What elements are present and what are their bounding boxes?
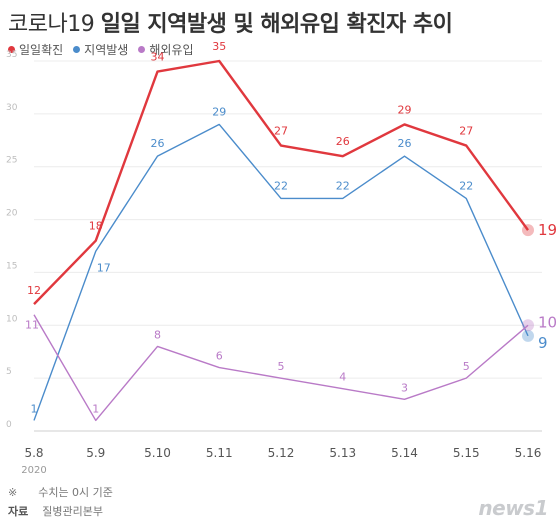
data-label: 8 <box>154 328 161 341</box>
series-line <box>33 123 529 421</box>
data-label: 1 <box>92 402 99 415</box>
data-label: 18 <box>89 220 103 233</box>
x-tick-label: 5.10 <box>144 446 171 460</box>
legend-label-daily: 일일확진 <box>19 43 64 57</box>
data-label: 11 <box>25 319 39 332</box>
x-tick-label: 5.11 <box>206 446 233 460</box>
end-point-marker <box>522 224 534 237</box>
y-tick-label: 25 <box>6 156 17 166</box>
data-label: 35 <box>212 40 226 53</box>
y-tick-label: 30 <box>6 103 18 113</box>
x-tick-label: 5.9 <box>86 446 105 460</box>
series-line <box>33 59 529 305</box>
x-tick-label: 5.8 <box>24 446 43 460</box>
x-tick-label: 5.16 <box>515 446 542 460</box>
data-label: 26 <box>151 137 165 150</box>
series-line <box>33 314 529 422</box>
legend-dot-imported <box>138 46 146 53</box>
data-label: 22 <box>274 179 288 192</box>
data-label: 1 <box>31 402 38 415</box>
year-label: 2020 <box>21 465 46 476</box>
legend-item-imported: 해외유입 <box>138 41 194 58</box>
data-label: 3 <box>401 381 408 394</box>
footnote-mark: ※ <box>8 486 18 499</box>
data-label: 17 <box>97 261 111 274</box>
data-label: 29 <box>398 103 412 116</box>
data-label: 10 <box>538 313 557 331</box>
data-label: 4 <box>339 371 346 384</box>
data-label: 22 <box>336 179 350 192</box>
data-label: 34 <box>151 51 165 64</box>
source-label: 자료 <box>8 505 29 518</box>
y-tick-label: 0 <box>6 420 12 430</box>
legend: 일일확진 지역발생 해외유입 <box>8 41 194 58</box>
data-label: 27 <box>459 125 473 138</box>
y-tick-label: 15 <box>6 261 17 271</box>
data-label: 12 <box>27 284 41 297</box>
brand-logo: news1 <box>478 496 548 520</box>
data-label: 26 <box>336 135 350 148</box>
source-text: 질병관리본부 <box>42 505 103 518</box>
title-main: 일일 지역발생 및 해외유입 확진자 추이 <box>100 12 453 37</box>
chart-title: 코로나19 일일 지역발생 및 해외유입 확진자 추이 <box>8 6 453 38</box>
title-prefix: 코로나19 <box>8 12 95 37</box>
x-tick-label: 5.12 <box>268 446 295 460</box>
data-label: 26 <box>398 137 412 150</box>
data-label: 9 <box>538 334 548 352</box>
data-label: 5 <box>463 360 470 373</box>
data-label: 19 <box>538 221 557 239</box>
legend-item-daily: 일일확진 <box>8 41 63 58</box>
data-label: 22 <box>459 179 473 192</box>
x-tick-label: 5.14 <box>391 446 418 460</box>
legend-dot-local <box>73 46 81 53</box>
source-line: 자료 질병관리본부 <box>8 503 103 519</box>
x-tick-label: 5.13 <box>329 446 356 460</box>
y-tick-label: 20 <box>6 209 18 219</box>
data-label: 5 <box>278 360 285 373</box>
data-label: 27 <box>274 125 288 138</box>
footnote: ※ 수치는 0시 기준 <box>8 484 113 500</box>
end-point-marker <box>522 329 534 342</box>
y-tick-label: 35 <box>6 50 17 60</box>
footnote-text: 수치는 0시 기준 <box>38 486 113 499</box>
legend-label-local: 지역발생 <box>84 43 129 57</box>
end-point-marker <box>522 319 534 332</box>
legend-label-imported: 해외유입 <box>149 43 194 57</box>
y-tick-label: 5 <box>6 367 12 377</box>
data-label: 29 <box>212 105 226 118</box>
legend-dot-daily <box>8 46 15 53</box>
y-tick-label: 10 <box>6 314 18 324</box>
x-tick-label: 5.15 <box>453 446 480 460</box>
data-label: 6 <box>216 350 223 363</box>
legend-item-local: 지역발생 <box>73 41 128 58</box>
